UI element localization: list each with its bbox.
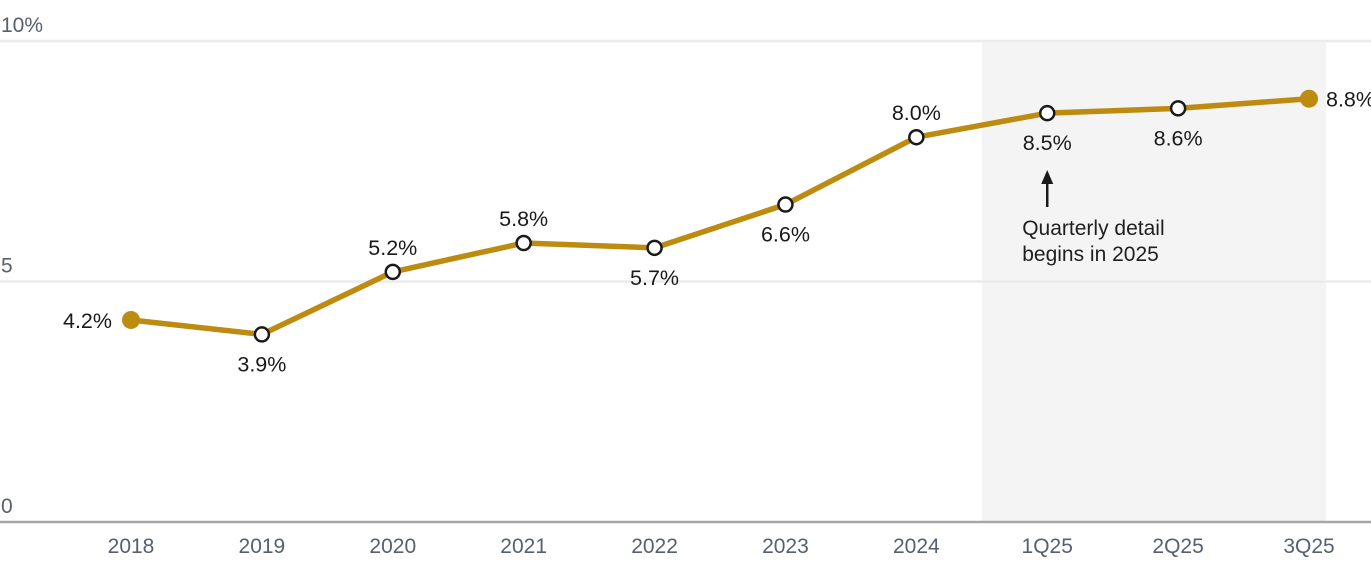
x-tick-label: 3Q25	[1283, 535, 1334, 558]
data-point-label: 5.8%	[499, 207, 548, 231]
x-tick-label: 2Q25	[1152, 535, 1203, 558]
data-point-label: 5.2%	[368, 236, 417, 260]
x-tick-label: 1Q25	[1022, 535, 1073, 558]
x-tick-label: 2024	[893, 535, 940, 558]
data-point-label: 8.8%	[1326, 88, 1371, 112]
annotation-text: begins in 2025	[1022, 243, 1159, 266]
data-point-label: 8.5%	[1023, 131, 1072, 155]
data-point-label: 5.7%	[630, 266, 679, 290]
x-tick-label: 2023	[762, 535, 809, 558]
x-tick-label: 2019	[239, 535, 286, 558]
x-tick-label: 2021	[500, 535, 547, 558]
data-point-label: 8.6%	[1154, 126, 1203, 150]
y-tick-label: 5	[1, 255, 13, 278]
annotation-text: Quarterly detail	[1022, 217, 1164, 240]
y-tick-label: 0	[1, 495, 13, 518]
x-tick-label: 2022	[631, 535, 678, 558]
data-point-label: 8.0%	[892, 101, 941, 125]
data-point-marker	[646, 239, 663, 257]
x-tick-label: 2020	[369, 535, 416, 558]
data-point-marker	[253, 326, 271, 343]
annotation-arrow-head	[1041, 170, 1054, 184]
data-point-marker	[1300, 89, 1319, 108]
data-point-marker	[1169, 100, 1187, 117]
data-point-marker	[384, 263, 402, 281]
data-point-label: 4.2%	[63, 309, 112, 333]
data-point-marker	[1038, 104, 1056, 122]
data-point-marker	[122, 310, 140, 329]
x-tick-label: 2018	[108, 535, 155, 558]
data-point-label: 6.6%	[761, 223, 810, 247]
y-tick-label: 10%	[1, 14, 43, 37]
data-point-label: 3.9%	[237, 352, 286, 376]
data-point-marker	[777, 196, 794, 213]
data-point-marker	[908, 128, 925, 146]
data-point-marker	[515, 234, 532, 252]
series-line	[128, 95, 1312, 338]
